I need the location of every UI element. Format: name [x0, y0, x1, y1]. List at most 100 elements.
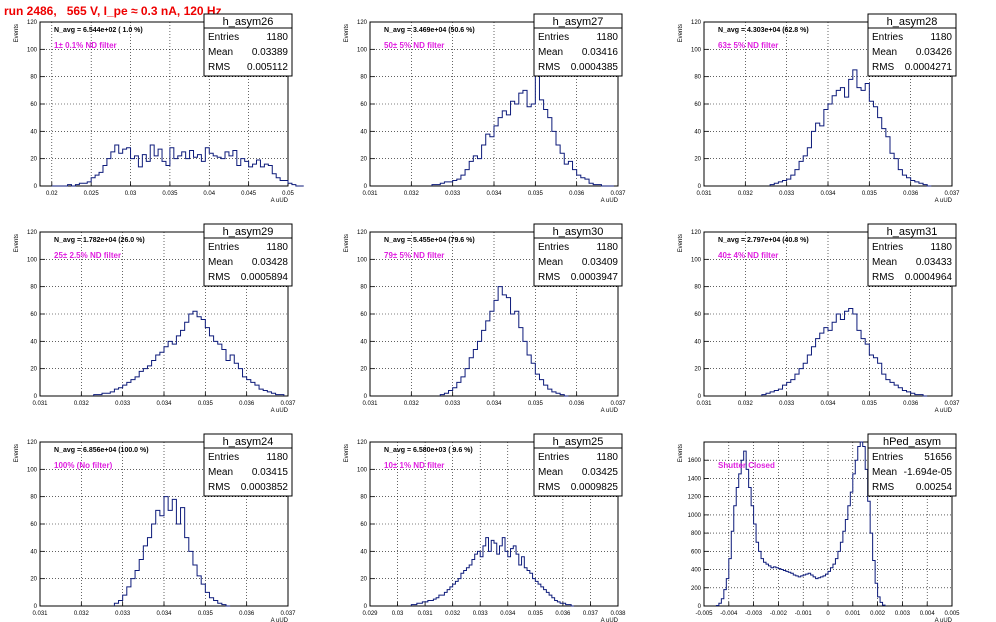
- x-tick-label: 0.033: [473, 611, 489, 617]
- x-tick-label: 0.031: [418, 611, 434, 617]
- x-tick-label: 0.032: [738, 401, 754, 407]
- x-tick-label: 0.034: [486, 191, 502, 197]
- stats-value: 0.0009825: [571, 482, 619, 493]
- x-tick-label: 0.003: [895, 611, 911, 617]
- stats-title: h_asym30: [553, 226, 604, 238]
- filter-label: 100% (No filter): [54, 461, 113, 470]
- stats-value: 0.005112: [247, 62, 288, 73]
- x-tick-label: 0.032: [404, 401, 420, 407]
- histogram-series: [715, 441, 886, 607]
- y-tick-label: 40: [694, 339, 701, 345]
- stats-value: 0.0003947: [571, 272, 619, 283]
- n-avg-label: N_avg = 4.303e+04 (62.8 %): [718, 27, 809, 34]
- n-avg-label: N_avg = 6.580e+03 ( 9.6 %): [384, 447, 473, 454]
- y-tick-label: 0: [698, 184, 702, 190]
- stats-label: Mean: [208, 467, 233, 478]
- histogram-panel: 0.031 0.032 0.033 0.034 0.035 0.036 0.037 0 20 40…: [344, 13, 626, 204]
- x-tick-label: 0.031: [696, 191, 712, 197]
- y-axis-title: Events: [14, 24, 20, 42]
- x-tick-label: 0.03: [392, 611, 404, 617]
- stats-label: RMS: [872, 62, 895, 73]
- x-tick-label: 0.032: [738, 191, 754, 197]
- y-tick-label: 400: [691, 568, 702, 574]
- stats-label: Mean: [872, 47, 897, 58]
- histogram-panel: 0.031 0.032 0.033 0.034 0.035 0.036 0.037 0 20 40…: [678, 13, 960, 204]
- y-tick-label: 1000: [688, 513, 702, 519]
- x-tick-label: 0.037: [280, 611, 296, 617]
- x-tick-label: 0.031: [696, 401, 712, 407]
- y-tick-label: 0: [34, 604, 38, 610]
- x-tick-label: 0.031: [362, 401, 378, 407]
- histogram-series: [410, 537, 574, 607]
- stats-label: Entries: [538, 452, 569, 463]
- stats-label: Entries: [872, 242, 903, 253]
- stats-title: h_asym25: [553, 436, 604, 448]
- x-tick-label: 0.033: [445, 191, 461, 197]
- filter-label: 25± 2.5% ND filter: [54, 251, 121, 260]
- x-tick-label: 0.033: [779, 191, 795, 197]
- x-tick-label: 0.033: [445, 401, 461, 407]
- y-tick-label: 40: [30, 339, 37, 345]
- histogram-series: [439, 286, 569, 397]
- stats-box: [533, 13, 623, 77]
- y-tick-label: 1200: [688, 495, 702, 501]
- y-tick-label: 100: [357, 47, 368, 53]
- y-tick-label: 60: [30, 522, 37, 528]
- x-tick-label: 0.034: [820, 401, 836, 407]
- x-tick-label: 0.037: [944, 191, 960, 197]
- x-tick-label: 0.004: [920, 611, 936, 617]
- filter-label: Shutter Closed: [718, 461, 775, 470]
- stats-value: 1180: [596, 242, 618, 253]
- stats-value: 0.03426: [916, 47, 953, 58]
- y-tick-label: 40: [30, 549, 37, 555]
- stats-value: 1180: [930, 242, 952, 253]
- y-tick-label: 80: [694, 285, 701, 291]
- histogram-panel: -0.005 -0.004 -0.003 -0.002 -0.001 0 0.001 0.00…: [678, 433, 960, 622]
- stats-label: Mean: [538, 467, 563, 478]
- n-avg-label: N_avg = 2.797e+04 (40.8 %): [718, 237, 809, 244]
- x-tick-label: 0.037: [583, 611, 599, 617]
- stats-value: 1180: [596, 32, 618, 43]
- y-tick-label: 100: [27, 47, 38, 53]
- y-tick-label: 0: [698, 604, 702, 610]
- y-tick-label: 100: [691, 47, 702, 53]
- stats-label: Mean: [208, 47, 233, 58]
- stats-label: Mean: [538, 257, 563, 268]
- y-tick-label: 40: [360, 129, 367, 135]
- stats-label: RMS: [208, 482, 231, 493]
- stats-box: [203, 433, 293, 497]
- x-tick-label: 0.025: [84, 191, 100, 197]
- stats-box: [867, 433, 957, 497]
- n-avg-label: N_avg = 5.455e+04 (79.6 %): [384, 237, 475, 244]
- y-tick-label: 120: [357, 440, 368, 446]
- stats-label: Entries: [872, 32, 903, 43]
- x-tick-label: 0.029: [362, 611, 378, 617]
- y-axis-title: Events: [678, 234, 684, 252]
- stats-value: 1180: [266, 32, 288, 43]
- x-tick-label: 0.001: [845, 611, 861, 617]
- y-tick-label: 0: [34, 184, 38, 190]
- y-tick-label: 100: [27, 467, 38, 473]
- stats-value: 0.0004964: [905, 272, 953, 283]
- y-axis-title: Events: [14, 444, 20, 462]
- y-tick-label: 40: [30, 129, 37, 135]
- stats-value: 1180: [596, 452, 618, 463]
- x-tick-label: 0.035: [162, 191, 178, 197]
- x-tick-label: 0.045: [241, 191, 257, 197]
- histogram-panel: 0.031 0.032 0.033 0.034 0.035 0.036 0.037 0 20 40…: [14, 223, 296, 414]
- x-tick-label: 0.034: [486, 401, 502, 407]
- stats-value: 1180: [266, 242, 288, 253]
- y-tick-label: 60: [360, 522, 367, 528]
- y-tick-label: 80: [360, 75, 367, 81]
- stats-value: 0.03433: [916, 257, 953, 268]
- stats-label: Entries: [208, 452, 239, 463]
- y-tick-label: 0: [364, 394, 368, 400]
- histogram-series: [93, 310, 285, 396]
- stats-box: [203, 223, 293, 287]
- y-tick-label: 1400: [688, 476, 702, 482]
- x-tick-label: -0.004: [720, 611, 738, 617]
- histogram-series: [51, 144, 304, 187]
- x-tick-label: 0.033: [115, 611, 131, 617]
- x-tick-label: 0.031: [32, 401, 48, 407]
